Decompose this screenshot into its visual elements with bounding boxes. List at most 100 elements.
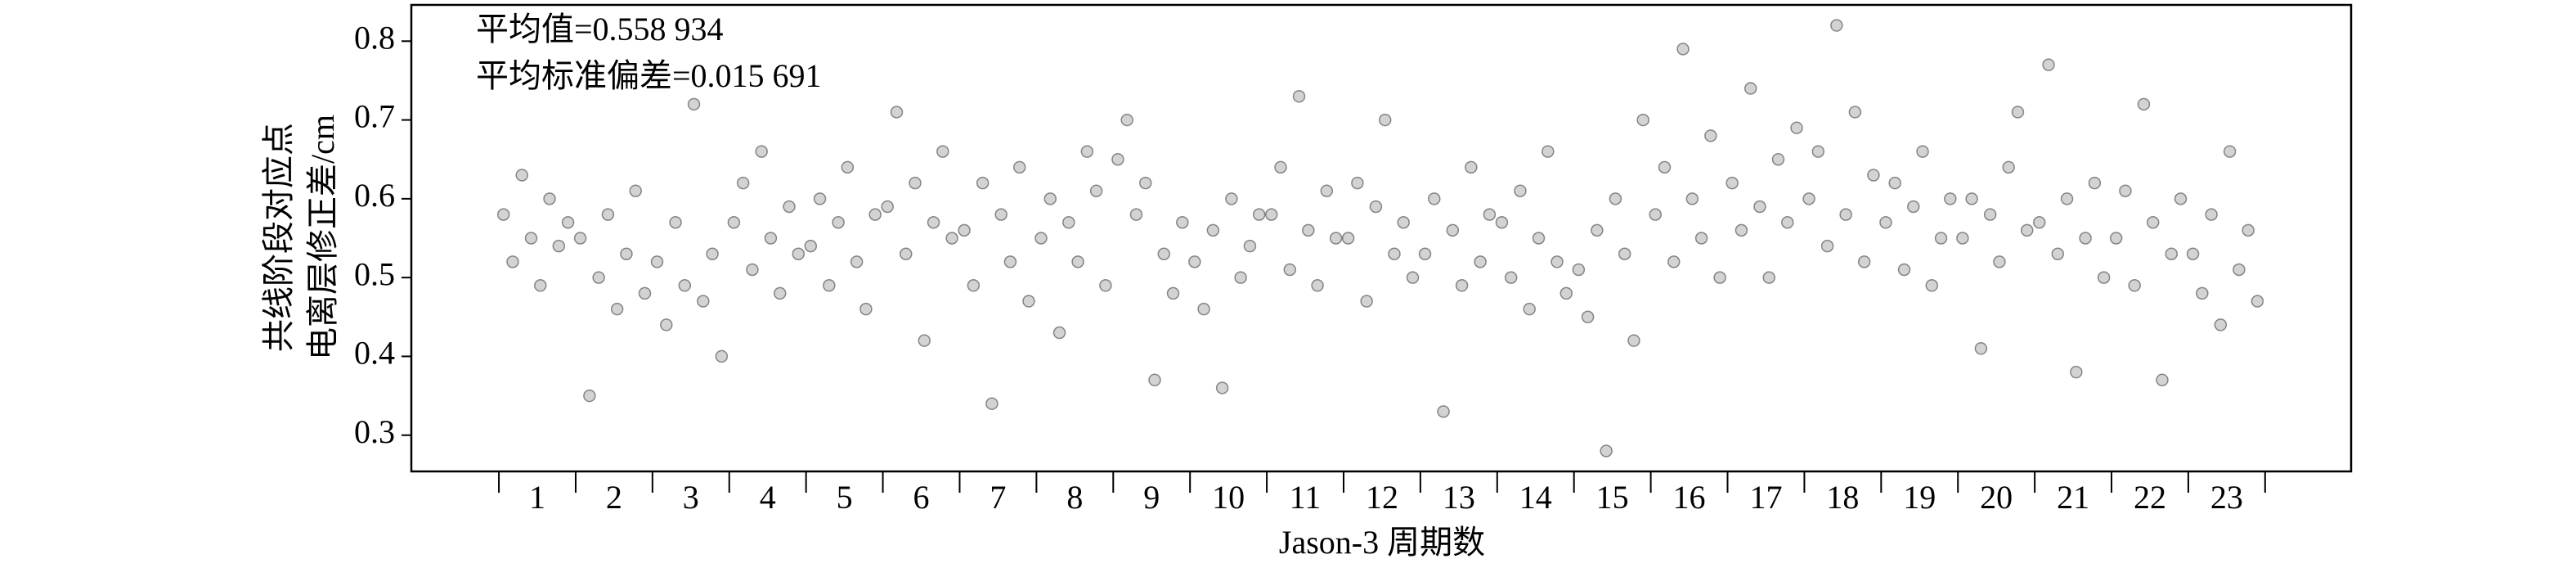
point <box>783 200 796 214</box>
point <box>1292 89 1306 103</box>
x-tick-label: 2 <box>606 479 622 516</box>
point <box>687 97 701 111</box>
point <box>1636 113 1649 127</box>
x-tick-label: 5 <box>837 479 853 516</box>
point <box>1627 334 1640 347</box>
point <box>1243 239 1257 253</box>
point <box>1234 271 1247 284</box>
point <box>1879 215 1892 229</box>
point <box>1839 208 1852 221</box>
point <box>1111 152 1124 166</box>
point <box>1157 247 1171 261</box>
point <box>2011 106 2025 119</box>
point <box>1744 82 1757 95</box>
point <box>994 208 1008 221</box>
point <box>1062 215 1075 229</box>
point <box>1790 121 1803 134</box>
point <box>1944 192 1957 205</box>
point <box>2109 232 2123 245</box>
point <box>1283 263 1297 277</box>
point <box>1034 232 1048 245</box>
point <box>773 286 787 300</box>
point <box>1197 302 1210 316</box>
point <box>2174 192 2188 205</box>
point <box>1080 145 1094 158</box>
point <box>1329 232 1343 245</box>
point <box>1820 239 1834 253</box>
point <box>832 215 845 229</box>
point <box>2088 176 2102 190</box>
point <box>2070 365 2083 379</box>
point <box>1993 255 2006 268</box>
point <box>2196 286 2209 300</box>
point <box>1206 223 1220 237</box>
point <box>945 232 958 245</box>
point <box>1704 129 1717 142</box>
x-tick-label: 9 <box>1143 479 1160 516</box>
point <box>1658 160 1672 174</box>
point <box>660 318 673 331</box>
point <box>669 215 682 229</box>
point <box>1418 247 1432 261</box>
point <box>1043 192 1057 205</box>
y-tick-label: 0.8 <box>354 19 395 56</box>
point <box>936 145 949 158</box>
point <box>1369 200 1383 214</box>
point <box>976 176 990 190</box>
point <box>918 334 931 347</box>
point <box>620 247 633 261</box>
point <box>715 349 729 363</box>
point <box>697 295 710 308</box>
point <box>1437 405 1450 418</box>
point <box>1360 295 1373 308</box>
x-tick-label: 19 <box>1903 479 1936 516</box>
plot-frame <box>410 3 2353 473</box>
point <box>850 255 864 268</box>
point <box>881 200 894 214</box>
point <box>1446 223 1460 237</box>
point <box>601 208 615 221</box>
point <box>1022 295 1035 308</box>
point <box>1694 232 1708 245</box>
point <box>1771 152 1785 166</box>
point <box>958 223 971 237</box>
point <box>1542 145 1555 158</box>
x-tick-label: 11 <box>1290 479 1322 516</box>
point <box>1225 192 1238 205</box>
point <box>1188 255 1201 268</box>
point <box>1474 255 1487 268</box>
point <box>2051 247 2065 261</box>
point <box>1166 286 1180 300</box>
point <box>2146 215 2160 229</box>
x-tick-label: 16 <box>1673 479 1706 516</box>
point <box>583 389 596 403</box>
point <box>1052 326 1066 340</box>
point <box>1378 113 1392 127</box>
point <box>868 208 882 221</box>
point <box>1753 200 1766 214</box>
point <box>1713 271 1726 284</box>
point <box>1811 145 1825 158</box>
point <box>899 247 913 261</box>
x-tick-label: 15 <box>1596 479 1629 516</box>
point <box>1523 302 1536 316</box>
x-tick-label: 7 <box>990 479 1006 516</box>
point <box>1099 279 1112 292</box>
point <box>2020 223 2034 237</box>
point <box>1983 208 1997 221</box>
point <box>813 192 827 205</box>
x-tick-label: 21 <box>2057 479 2089 516</box>
point <box>1176 215 1189 229</box>
point <box>1956 232 1969 245</box>
point <box>2119 184 2132 197</box>
point <box>638 286 652 300</box>
point <box>506 255 519 268</box>
point <box>1252 208 1266 221</box>
point <box>2060 192 2074 205</box>
point <box>573 232 587 245</box>
point <box>1857 255 1871 268</box>
y-tick-label: 0.3 <box>354 413 395 450</box>
point <box>1428 192 1441 205</box>
point <box>1581 310 1595 324</box>
point <box>706 247 719 261</box>
